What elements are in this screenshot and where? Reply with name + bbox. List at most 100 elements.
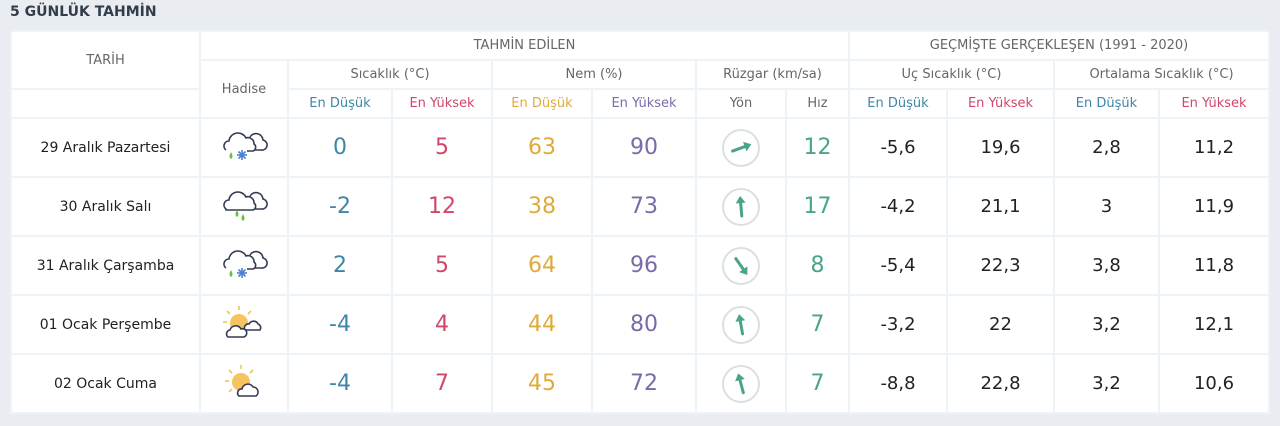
- temp-max-cell: 4: [393, 296, 491, 353]
- history-group-header: GEÇMİŞTE GERÇEKLEŞEN (1991 - 2020): [850, 32, 1268, 59]
- humidity-min-cell: 45: [493, 355, 591, 412]
- extreme-max-cell: 22: [948, 296, 1053, 353]
- average-max-cell: 12,1: [1160, 296, 1268, 353]
- average-min-cell: 3,2: [1055, 296, 1158, 353]
- wind-direction-header: Yön: [697, 90, 785, 117]
- wind-direction-dial: [722, 246, 760, 285]
- extreme-min-header: En Düşük: [850, 90, 946, 117]
- page-title: 5 GÜNLÜK TAHMİN: [10, 4, 157, 20]
- temp-min-cell: -2: [289, 178, 391, 235]
- wind-direction-dial: [722, 128, 760, 167]
- extreme-min-cell: -3,2: [850, 296, 946, 353]
- humidity-max-cell: 96: [593, 237, 695, 294]
- wind-arrow-icon: [735, 313, 746, 335]
- wind-arrow-icon: [734, 256, 748, 275]
- temp-min-header: En Düşük: [289, 90, 391, 117]
- average-min-cell: 3,2: [1055, 355, 1158, 412]
- rain-snow-icon: [219, 246, 269, 282]
- forecast-table: TARİH TAHMİN EDİLEN GEÇMİŞTE GERÇEKLEŞEN…: [10, 30, 1270, 414]
- temp-min-cell: -4: [289, 355, 391, 412]
- wind-direction-cell: [697, 237, 785, 294]
- weather-event-cell: [201, 119, 287, 176]
- average-min-cell: 2,8: [1055, 119, 1158, 176]
- extreme-min-cell: -5,4: [850, 237, 946, 294]
- humidity-min-cell: 38: [493, 178, 591, 235]
- date-header-spacer: [12, 90, 199, 117]
- date-column-header: TARİH: [12, 32, 199, 88]
- temp-min-cell: 2: [289, 237, 391, 294]
- average-min-cell: 3,8: [1055, 237, 1158, 294]
- average-max-header: En Yüksek: [1160, 90, 1268, 117]
- temp-min-cell: 0: [289, 119, 391, 176]
- date-cell: 01 Ocak Perşembe: [12, 296, 199, 353]
- humidity-min-header: En Düşük: [493, 90, 591, 117]
- extreme-max-cell: 22,3: [948, 237, 1053, 294]
- wind-direction-cell: [697, 355, 785, 412]
- wind-arrow-icon: [731, 141, 752, 153]
- event-column-header: Hadise: [201, 61, 287, 117]
- weather-event-cell: [201, 237, 287, 294]
- wind-direction-dial: [722, 187, 760, 226]
- humidity-group-header: Nem (%): [493, 61, 695, 88]
- humidity-max-cell: 72: [593, 355, 695, 412]
- humidity-max-cell: 90: [593, 119, 695, 176]
- humidity-max-header: En Yüksek: [593, 90, 695, 117]
- extreme-max-header: En Yüksek: [948, 90, 1053, 117]
- temperature-group-header: Sıcaklık (°C): [289, 61, 491, 88]
- temp-min-cell: -4: [289, 296, 391, 353]
- temp-max-cell: 12: [393, 178, 491, 235]
- rain-snow-icon: [219, 128, 269, 164]
- humidity-min-cell: 64: [493, 237, 591, 294]
- average-min-cell: 3: [1055, 178, 1158, 235]
- wind-direction-cell: [697, 119, 785, 176]
- forecast-group-header: TAHMİN EDİLEN: [201, 32, 848, 59]
- partly-cloudy-icon: [219, 305, 269, 341]
- extreme-temperature-group-header: Uç Sıcaklık (°C): [850, 61, 1053, 88]
- humidity-max-cell: 73: [593, 178, 695, 235]
- average-max-cell: 11,8: [1160, 237, 1268, 294]
- average-min-header: En Düşük: [1055, 90, 1158, 117]
- average-max-cell: 11,9: [1160, 178, 1268, 235]
- weather-event-cell: [201, 178, 287, 235]
- table-row: 29 Aralık Pazartesi 0 5 63 90 12 -5,6 19,6 2,8 11…: [12, 119, 1268, 176]
- date-cell: 29 Aralık Pazartesi: [12, 119, 199, 176]
- weather-event-cell: [201, 296, 287, 353]
- humidity-min-cell: 44: [493, 296, 591, 353]
- extreme-max-cell: 21,1: [948, 178, 1053, 235]
- wind-speed-cell: 8: [787, 237, 848, 294]
- wind-direction-dial: [722, 305, 760, 344]
- wind-speed-cell: 7: [787, 355, 848, 412]
- temp-max-cell: 5: [393, 237, 491, 294]
- extreme-min-cell: -8,8: [850, 355, 946, 412]
- average-max-cell: 11,2: [1160, 119, 1268, 176]
- temp-max-cell: 7: [393, 355, 491, 412]
- wind-direction-cell: [697, 178, 785, 235]
- table-row: 30 Aralık Salı -2 12 38 73 17 -4,2 21,1 3 11,9: [12, 178, 1268, 235]
- temp-max-header: En Yüksek: [393, 90, 491, 117]
- wind-speed-cell: 7: [787, 296, 848, 353]
- date-cell: 31 Aralık Çarşamba: [12, 237, 199, 294]
- extreme-max-cell: 22,8: [948, 355, 1053, 412]
- table-row: 31 Aralık Çarşamba 2 5 64 96 8 -5,4 22,3 3,8 11,8: [12, 237, 1268, 294]
- wind-direction-dial: [722, 364, 760, 403]
- wind-group-header: Rüzgar (km/sa): [697, 61, 848, 88]
- temp-max-cell: 5: [393, 119, 491, 176]
- wind-arrow-icon: [735, 195, 746, 217]
- weather-event-cell: [201, 355, 287, 412]
- extreme-max-cell: 19,6: [948, 119, 1053, 176]
- wind-arrow-icon: [735, 372, 745, 394]
- table-row: 02 Ocak Cuma -4 7 45 72 7 -8,8 22,8 3,2 10,6: [12, 355, 1268, 412]
- extreme-min-cell: -4,2: [850, 178, 946, 235]
- average-max-cell: 10,6: [1160, 355, 1268, 412]
- rain-icon: [219, 187, 269, 223]
- wind-speed-header: Hız: [787, 90, 848, 117]
- average-temperature-group-header: Ortalama Sıcaklık (°C): [1055, 61, 1268, 88]
- wind-direction-cell: [697, 296, 785, 353]
- humidity-max-cell: 80: [593, 296, 695, 353]
- wind-speed-cell: 12: [787, 119, 848, 176]
- sun-cloud-icon: [219, 364, 269, 400]
- humidity-min-cell: 63: [493, 119, 591, 176]
- date-cell: 02 Ocak Cuma: [12, 355, 199, 412]
- wind-speed-cell: 17: [787, 178, 848, 235]
- table-row: 01 Ocak Perşembe -4 4 44 80 7 -3,2 22 3,2 12,1: [12, 296, 1268, 353]
